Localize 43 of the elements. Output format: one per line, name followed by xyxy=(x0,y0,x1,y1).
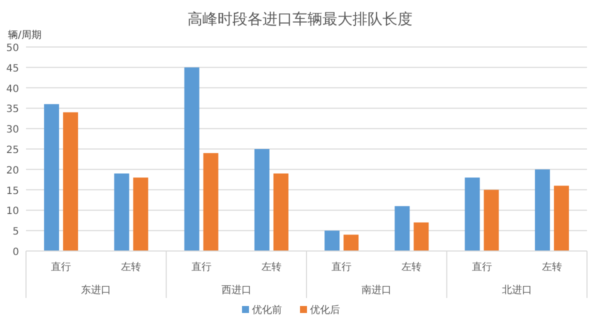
text: 西进口 xyxy=(221,284,252,296)
bar xyxy=(254,149,270,251)
y-tick-label: 5 xyxy=(12,226,19,238)
text: 南进口 xyxy=(362,284,392,296)
bar xyxy=(394,206,410,251)
x-tick-label: 左转 xyxy=(402,261,422,273)
bar xyxy=(44,104,60,251)
y-tick-label: 30 xyxy=(6,124,19,136)
chart-title: 高峰时段各进口车辆最大排队长度 xyxy=(188,10,412,28)
bar xyxy=(63,112,78,251)
bar xyxy=(133,178,148,251)
x-tick-label: 直行 xyxy=(472,261,492,273)
y-tick-label: 25 xyxy=(6,145,19,156)
bar xyxy=(273,173,288,251)
bar xyxy=(484,190,499,251)
x-tick-label: 直行 xyxy=(191,261,212,273)
bar xyxy=(464,178,480,251)
y-tick-label: 15 xyxy=(6,186,19,197)
bar xyxy=(203,153,218,251)
y-tick-label: 20 xyxy=(6,165,19,176)
y-tick-label: 50 xyxy=(6,43,19,54)
bar xyxy=(554,186,569,251)
text: 北进口 xyxy=(502,284,532,296)
x-tick-label: 左转 xyxy=(121,261,142,273)
x-tick-label: 左转 xyxy=(261,261,282,273)
y-tick-label: 45 xyxy=(6,63,19,74)
text: 东进口 xyxy=(81,284,112,296)
bar xyxy=(344,234,359,251)
y-tick-label: 35 xyxy=(6,104,19,116)
y-axis-title: 辆/周期 xyxy=(8,29,42,41)
bar xyxy=(534,169,550,251)
legend-label: 优化前 xyxy=(252,304,282,316)
legend-label: 优化后 xyxy=(310,304,340,316)
y-tick-label: 40 xyxy=(6,84,19,95)
bar xyxy=(114,173,130,251)
y-tick-label: 10 xyxy=(6,206,19,218)
x-tick-label: 左转 xyxy=(542,261,562,273)
bar xyxy=(414,222,429,251)
bar xyxy=(324,230,340,251)
y-tick-label: 0 xyxy=(12,247,19,258)
x-tick-label: 直行 xyxy=(51,261,72,273)
bar xyxy=(184,67,200,251)
x-tick-label: 直行 xyxy=(332,261,352,273)
